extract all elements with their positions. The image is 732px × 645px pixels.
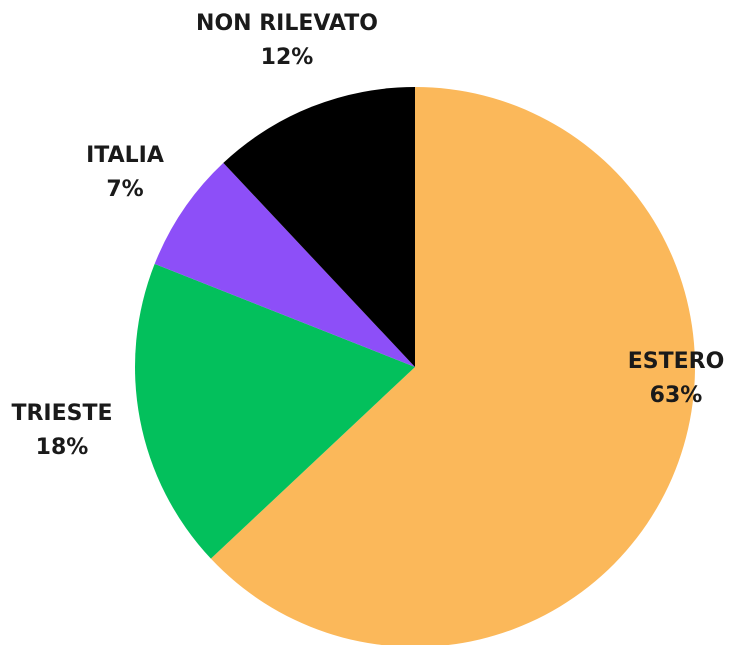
pie-slice-non-rilevato: [223, 87, 415, 367]
pie-slice-italia: [154, 162, 415, 367]
slice-label-non-rilevato: NON RILEVATO: [196, 11, 378, 36]
slice-label-trieste: TRIESTE: [11, 401, 112, 426]
slice-label-estero: ESTERO: [628, 349, 725, 374]
slice-value-italia: 7%: [106, 177, 143, 202]
slice-value-trieste: 18%: [36, 435, 89, 460]
pie-slice-trieste: [135, 263, 415, 559]
slice-value-estero: 63%: [650, 383, 703, 408]
pie-slice-estero: [210, 87, 695, 645]
slice-label-italia: ITALIA: [86, 143, 164, 168]
pie-slices: [135, 87, 695, 645]
slice-value-non-rilevato: 12%: [261, 45, 314, 70]
pie-labels: ESTERO 63% TRIESTE 18% ITALIA 7% NON RILEVATO 1…: [11, 11, 724, 460]
